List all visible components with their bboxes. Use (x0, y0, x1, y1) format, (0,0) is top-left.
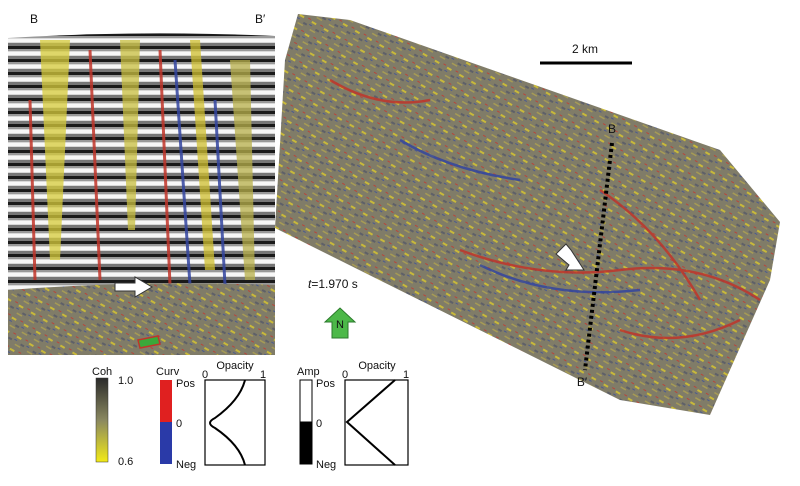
legend-label: 1.0 (118, 375, 133, 387)
legend-title: Amp (297, 366, 320, 378)
legend-title: Curv (156, 366, 180, 378)
legend-label: Neg (316, 459, 336, 471)
section-label: B′ (255, 12, 266, 26)
legend-title: Opacity (216, 360, 254, 372)
axis-label: 1 (403, 369, 409, 381)
line-label: B′ (577, 375, 588, 389)
time-slice (275, 14, 780, 415)
legend-label: 0 (316, 418, 322, 430)
legend-label: 0.6 (118, 456, 133, 468)
time-value: =1.970 s (311, 277, 357, 291)
axis-label: 1 (260, 369, 266, 381)
line-label: B (608, 122, 616, 136)
legend-label: 0 (176, 418, 182, 430)
scale-label: 2 km (572, 42, 598, 56)
axis-label: 0 (202, 369, 208, 381)
legend-title: Opacity (358, 360, 396, 372)
time-variable: t (308, 277, 312, 291)
seismic-section (8, 33, 275, 356)
legend-label: Neg (176, 459, 196, 471)
legend-title: Coh (92, 366, 112, 378)
north-label: N (336, 319, 344, 331)
legend-label: Pos (176, 378, 195, 390)
legend-label: Pos (316, 378, 335, 390)
legend (95, 377, 409, 466)
time-label: t=1.970 s (308, 277, 358, 291)
axis-label: 0 (342, 369, 348, 381)
section-label: B (30, 12, 38, 26)
